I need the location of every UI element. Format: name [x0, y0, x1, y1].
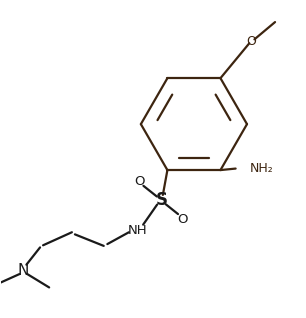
Text: O: O: [134, 175, 145, 188]
Text: NH: NH: [127, 224, 147, 237]
Text: S: S: [155, 191, 167, 210]
Text: O: O: [246, 35, 256, 48]
Text: NH₂: NH₂: [250, 162, 274, 175]
Text: N: N: [18, 263, 29, 278]
Text: O: O: [177, 213, 188, 226]
